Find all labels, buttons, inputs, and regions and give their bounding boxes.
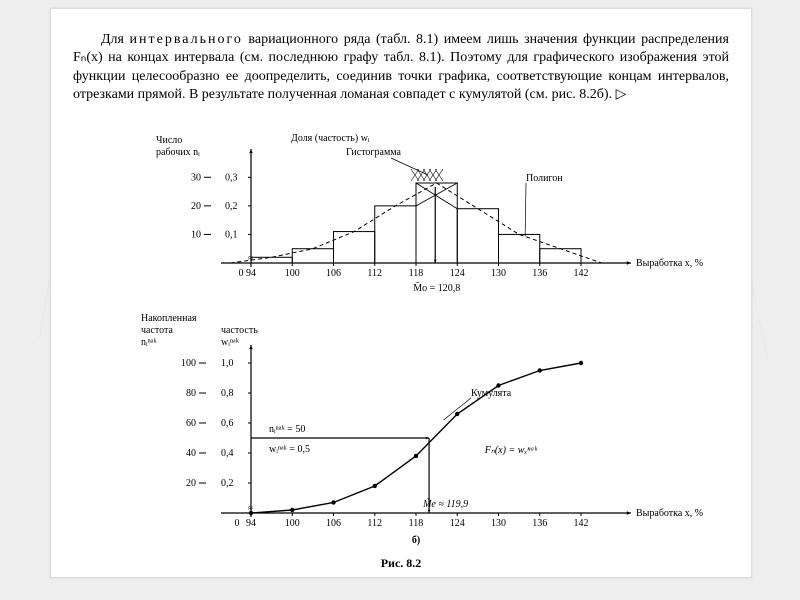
svg-text:112: 112: [367, 268, 382, 279]
svg-text:142: 142: [574, 268, 589, 279]
svg-text:94: 94: [246, 268, 256, 279]
figure-b: 941001061121181241301361420≈200,2400,460…: [51, 303, 751, 556]
svg-text:Полигон: Полигон: [526, 173, 563, 184]
svg-text:130: 130: [491, 268, 506, 279]
svg-text:130: 130: [491, 518, 506, 529]
svg-text:80: 80: [186, 388, 196, 399]
svg-text:112: 112: [367, 518, 382, 529]
svg-text:118: 118: [409, 518, 424, 529]
svg-text:0,4: 0,4: [221, 448, 234, 459]
svg-text:0,6: 0,6: [221, 418, 234, 429]
svg-text:106: 106: [326, 518, 341, 529]
svg-text:Выработка x, %: Выработка x, %: [636, 508, 703, 519]
chart-b-svg: 941001061121181241301361420≈200,2400,460…: [51, 303, 751, 551]
svg-text:0: 0: [235, 518, 240, 529]
svg-text:Выработка x, %: Выработка x, %: [636, 258, 703, 269]
svg-text:124: 124: [450, 518, 465, 529]
page: Для интервального вариационного ряда (та…: [50, 8, 752, 578]
svg-text:M̃o = 120,8: M̃o = 120,8: [413, 281, 460, 294]
svg-text:Число: Число: [156, 135, 182, 146]
svg-text:1,0: 1,0: [221, 358, 234, 369]
para-part1: Для: [101, 32, 130, 47]
svg-text:40: 40: [186, 448, 196, 459]
svg-text:0,3: 0,3: [225, 172, 238, 183]
svg-text:0: 0: [239, 268, 244, 279]
figure-a: 941001061121181241301361420≈100,1200,230…: [51, 123, 751, 303]
svg-text:nᵢⁿᵃᵏ: nᵢⁿᵃᵏ: [141, 337, 158, 348]
svg-text:0,8: 0,8: [221, 388, 234, 399]
svg-text:Кумулята: Кумулята: [471, 388, 512, 399]
svg-text:0,2: 0,2: [225, 201, 238, 212]
para-spaced: интервального: [130, 32, 243, 47]
svg-text:20: 20: [191, 201, 201, 212]
svg-text:б): б): [412, 535, 420, 546]
svg-text:рабочих nᵢ: рабочих nᵢ: [156, 147, 200, 158]
paragraph: Для интервального вариационного ряда (та…: [51, 23, 751, 109]
svg-text:Накопленная: Накопленная: [141, 313, 197, 324]
svg-text:10: 10: [191, 229, 201, 240]
svg-text:частость: частость: [221, 325, 258, 336]
svg-text:94: 94: [246, 518, 256, 529]
svg-text:136: 136: [532, 518, 547, 529]
svg-text:100: 100: [285, 518, 300, 529]
svg-text:а): а): [412, 297, 420, 298]
chart-a-svg: 941001061121181241301361420≈100,1200,230…: [51, 123, 751, 298]
svg-text:100: 100: [285, 268, 300, 279]
svg-text:100: 100: [181, 358, 196, 369]
svg-text:0,2: 0,2: [221, 478, 234, 489]
svg-text:118: 118: [409, 268, 424, 279]
svg-text:30: 30: [191, 172, 201, 183]
svg-text:частота: частота: [141, 325, 174, 336]
svg-text:106: 106: [326, 268, 341, 279]
svg-text:136: 136: [532, 268, 547, 279]
svg-text:wᵢⁿᵃᵏ: wᵢⁿᵃᵏ: [221, 337, 240, 348]
svg-text:Fₙ(x) = wₓⁿᵃᵏ: Fₙ(x) = wₓⁿᵃᵏ: [484, 445, 539, 456]
svg-text:Гистограмма: Гистограмма: [346, 147, 402, 158]
svg-text:142: 142: [574, 518, 589, 529]
svg-text:20: 20: [186, 478, 196, 489]
svg-text:60: 60: [186, 418, 196, 429]
figure-caption: Рис. 8.2: [51, 556, 751, 577]
svg-text:M̃e ≈ 119,9: M̃e ≈ 119,9: [422, 497, 468, 510]
svg-text:wᵢⁿᵃᵏ = 0,5: wᵢⁿᵃᵏ = 0,5: [269, 444, 310, 455]
svg-text:124: 124: [450, 268, 465, 279]
svg-text:0,1: 0,1: [225, 229, 238, 240]
svg-text:Доля (частость) wᵢ: Доля (частость) wᵢ: [291, 133, 370, 144]
svg-text:nᵢⁿᵃᵏ = 50: nᵢⁿᵃᵏ = 50: [269, 424, 305, 435]
